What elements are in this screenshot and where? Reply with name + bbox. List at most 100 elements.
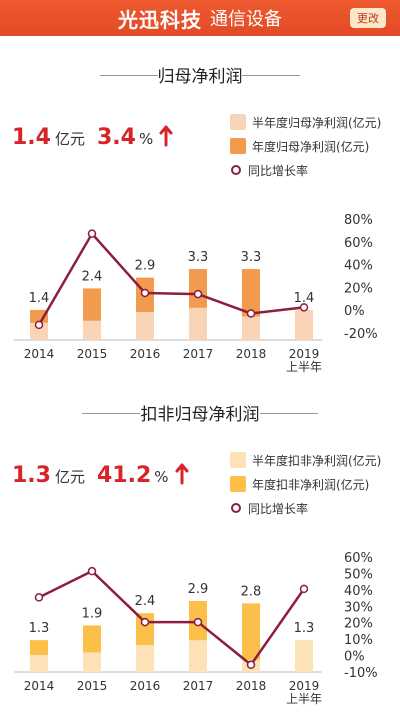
y2-tick-label: 10%: [344, 633, 373, 648]
x-tick-label: 2018: [236, 679, 267, 693]
x-tick-label: 2015: [77, 679, 108, 693]
growth-point: [193, 289, 203, 299]
x-tick-label: 2017: [183, 347, 214, 361]
change-button[interactable]: 更改: [350, 8, 386, 28]
legend-item-annual: 年度扣非净利润(亿元): [230, 472, 381, 496]
chart2-headline-unit: 亿元: [54, 468, 85, 486]
x-tick-label: 2019: [289, 679, 320, 693]
chart1-legend: 半年度归母净利润(亿元) 年度归母净利润(亿元) 同比增长率: [230, 110, 381, 182]
x-tick-label: 上半年: [286, 692, 322, 706]
growth-point: [299, 584, 309, 594]
chart1-headline-pct: 3.4: [97, 125, 136, 150]
x-tick-label: 2018: [236, 347, 267, 361]
y2-tick-label: 20%: [344, 281, 373, 296]
chart1-plot: 80% 60% 40% 20% 0% -20% 1.4 2014 2.4 2015 2.9 2016 3…: [14, 213, 378, 374]
y2-tick-label: 0%: [344, 304, 365, 319]
bar-data-label: 1.4: [29, 291, 50, 306]
industry-name: 通信设备: [210, 9, 282, 30]
growth-point: [87, 566, 97, 576]
legend-item-annual: 年度归母净利润(亿元): [230, 134, 381, 158]
bar-data-label: 1.9: [82, 606, 103, 621]
app-header: 光迅科技 通信设备 更改: [0, 0, 400, 36]
bar-data-label: 1.4: [294, 291, 315, 306]
chart2-headline-pct: 41.2: [97, 463, 152, 488]
growth-point: [299, 303, 309, 312]
bar-half-year: [83, 320, 101, 340]
x-tick-label: 2015: [77, 347, 108, 361]
chart2-headline-value: 1.3: [12, 463, 51, 488]
chart2-plot: 60%50% 40%30% 20%10% 0%-10% 1.3 2014 1.9 2015 2.…: [14, 551, 378, 706]
bar-half-year: [136, 645, 154, 672]
bar-half-year: [295, 640, 313, 672]
chart2-title: 扣非归母净利润: [140, 405, 260, 425]
x-tick-label: 2016: [130, 679, 161, 693]
bar-data-label: 2.4: [82, 269, 103, 284]
legend-item-half-year: 半年度扣非净利润(亿元): [230, 448, 381, 472]
legend-label: 年度扣非净利润(亿元): [252, 477, 370, 492]
section-title-net-profit: 归母净利润: [0, 62, 400, 87]
title-divider-left: [82, 412, 140, 414]
bar-data-label: 1.3: [29, 621, 50, 636]
up-arrow-icon: [159, 125, 173, 147]
bar-annual: [242, 603, 260, 672]
bar-half-year: [189, 307, 207, 340]
bar-data-label: 2.9: [135, 259, 156, 274]
y2-tick-label: 60%: [344, 551, 373, 566]
bar-data-label: 2.4: [135, 594, 156, 609]
y2-tick-label: 40%: [344, 584, 373, 599]
bar-half-year: [136, 312, 154, 340]
chart2-headline-pct-unit: %: [154, 468, 169, 486]
legend-label: 年度归母净利润(亿元): [252, 139, 370, 154]
x-tick-label: 2016: [130, 347, 161, 361]
bar-data-label: 1.3: [294, 621, 315, 636]
chart1-headline-pct-unit: %: [138, 130, 154, 148]
growth-point: [140, 617, 150, 627]
growth-point: [246, 309, 256, 318]
growth-line: [37, 231, 305, 326]
company-name: 光迅科技: [118, 7, 202, 32]
section-title-deducted-profit: 扣非归母净利润: [0, 400, 400, 425]
growth-line: [38, 569, 306, 667]
legend-label: 半年度归母净利润(亿元): [252, 115, 382, 130]
bar-half-year: [189, 640, 207, 672]
bar-half-year: [242, 316, 260, 340]
legend-swatch: [230, 138, 246, 154]
bar-half-year: [30, 654, 48, 672]
y2-tick-label: 50%: [344, 567, 373, 582]
growth-point: [34, 593, 44, 602]
title-divider-right: [242, 74, 300, 76]
title-divider-right: [260, 412, 318, 414]
legend-label: 同比增长率: [248, 501, 309, 516]
y2-tick-label: 0%: [344, 650, 365, 665]
y2-tick-label: -20%: [344, 327, 378, 342]
bar-half-year: [83, 652, 101, 672]
x-tick-label: 上半年: [286, 360, 322, 374]
legend-label: 同比增长率: [248, 163, 309, 178]
chart1-headline-unit: 亿元: [54, 130, 85, 148]
growth-point: [193, 617, 203, 627]
legend-swatch: [230, 114, 246, 130]
chart2-headline: 1.3 亿元 41.2 %: [12, 460, 189, 488]
growth-point: [87, 229, 97, 238]
growth-point: [34, 320, 44, 330]
growth-point: [140, 288, 150, 298]
y2-tick-label: 20%: [344, 617, 373, 632]
legend-swatch: [230, 452, 246, 468]
legend-item-growth: 同比增长率: [230, 496, 381, 520]
y2-tick-label: 80%: [344, 213, 373, 228]
bar-data-label: 2.9: [188, 582, 209, 597]
legend-marker: [231, 165, 241, 175]
legend-item-half-year: 半年度归母净利润(亿元): [230, 110, 381, 134]
y2-tick-label: 30%: [344, 600, 373, 615]
legend-swatch: [230, 476, 246, 492]
bar-data-label: 2.8: [241, 584, 262, 599]
y2-tick-label: 40%: [344, 259, 373, 274]
bar-half-year: [30, 322, 48, 340]
x-tick-label: 2014: [24, 347, 55, 361]
bar-data-label: 3.3: [241, 250, 262, 265]
up-arrow-icon: [175, 463, 189, 485]
chart1-headline: 1.4 亿元 3.4 %: [12, 122, 173, 150]
legend-item-growth: 同比增长率: [230, 158, 381, 182]
x-tick-label: 2017: [183, 679, 214, 693]
x-tick-label: 2014: [24, 679, 55, 693]
